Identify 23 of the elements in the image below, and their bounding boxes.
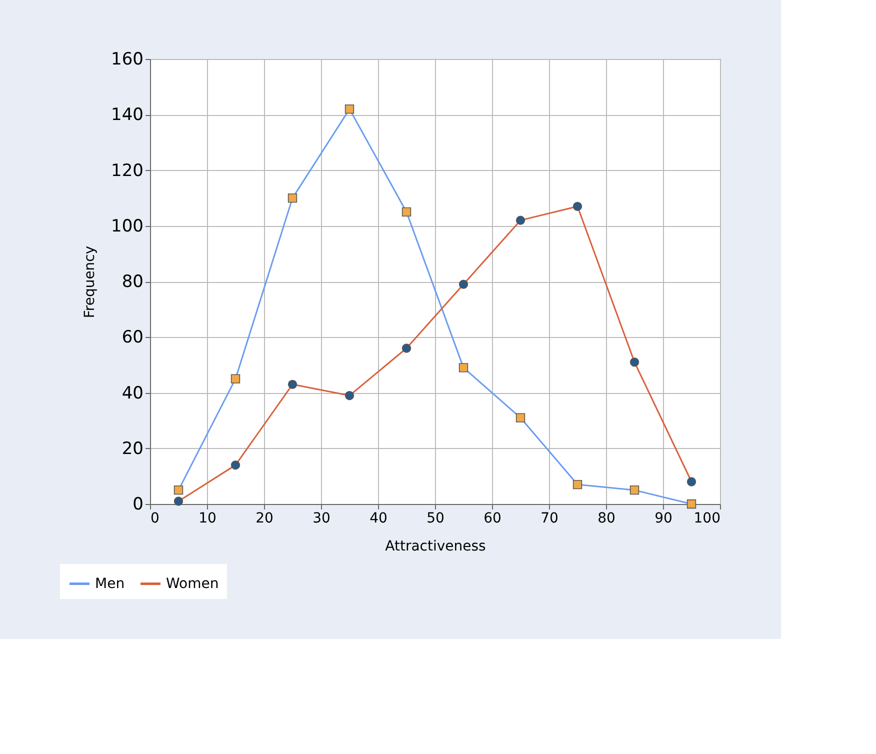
legend-label: Men <box>95 576 125 592</box>
x-tick-label: 90 <box>654 510 672 526</box>
x-tick-label: 30 <box>312 510 330 526</box>
y-tick-label: 160 <box>111 50 144 70</box>
y-tick-label: 40 <box>122 383 144 404</box>
x-tick-label: 40 <box>370 510 388 526</box>
y-tick-label: 60 <box>122 328 144 348</box>
x-tick-label: 100 <box>694 510 720 526</box>
y-tick-label: 20 <box>122 438 144 459</box>
x-tick-label: 70 <box>540 510 558 526</box>
y-axis-title: Frequency <box>82 246 98 318</box>
x-tick-label: 50 <box>426 510 444 526</box>
x-axis-title: Attractiveness <box>385 538 486 554</box>
y-tick-label: 120 <box>111 160 144 181</box>
y-tick-label: 100 <box>111 216 144 236</box>
x-tick-label: 0 <box>150 510 160 526</box>
y-tick-label: 140 <box>111 105 144 126</box>
x-tick-label: 60 <box>484 510 502 526</box>
x-tick-label: 10 <box>198 510 216 526</box>
legend-label: Women <box>166 576 219 592</box>
y-tick-label: 80 <box>122 272 144 292</box>
x-tick-label: 20 <box>256 510 274 526</box>
x-tick-label: 80 <box>598 510 616 526</box>
